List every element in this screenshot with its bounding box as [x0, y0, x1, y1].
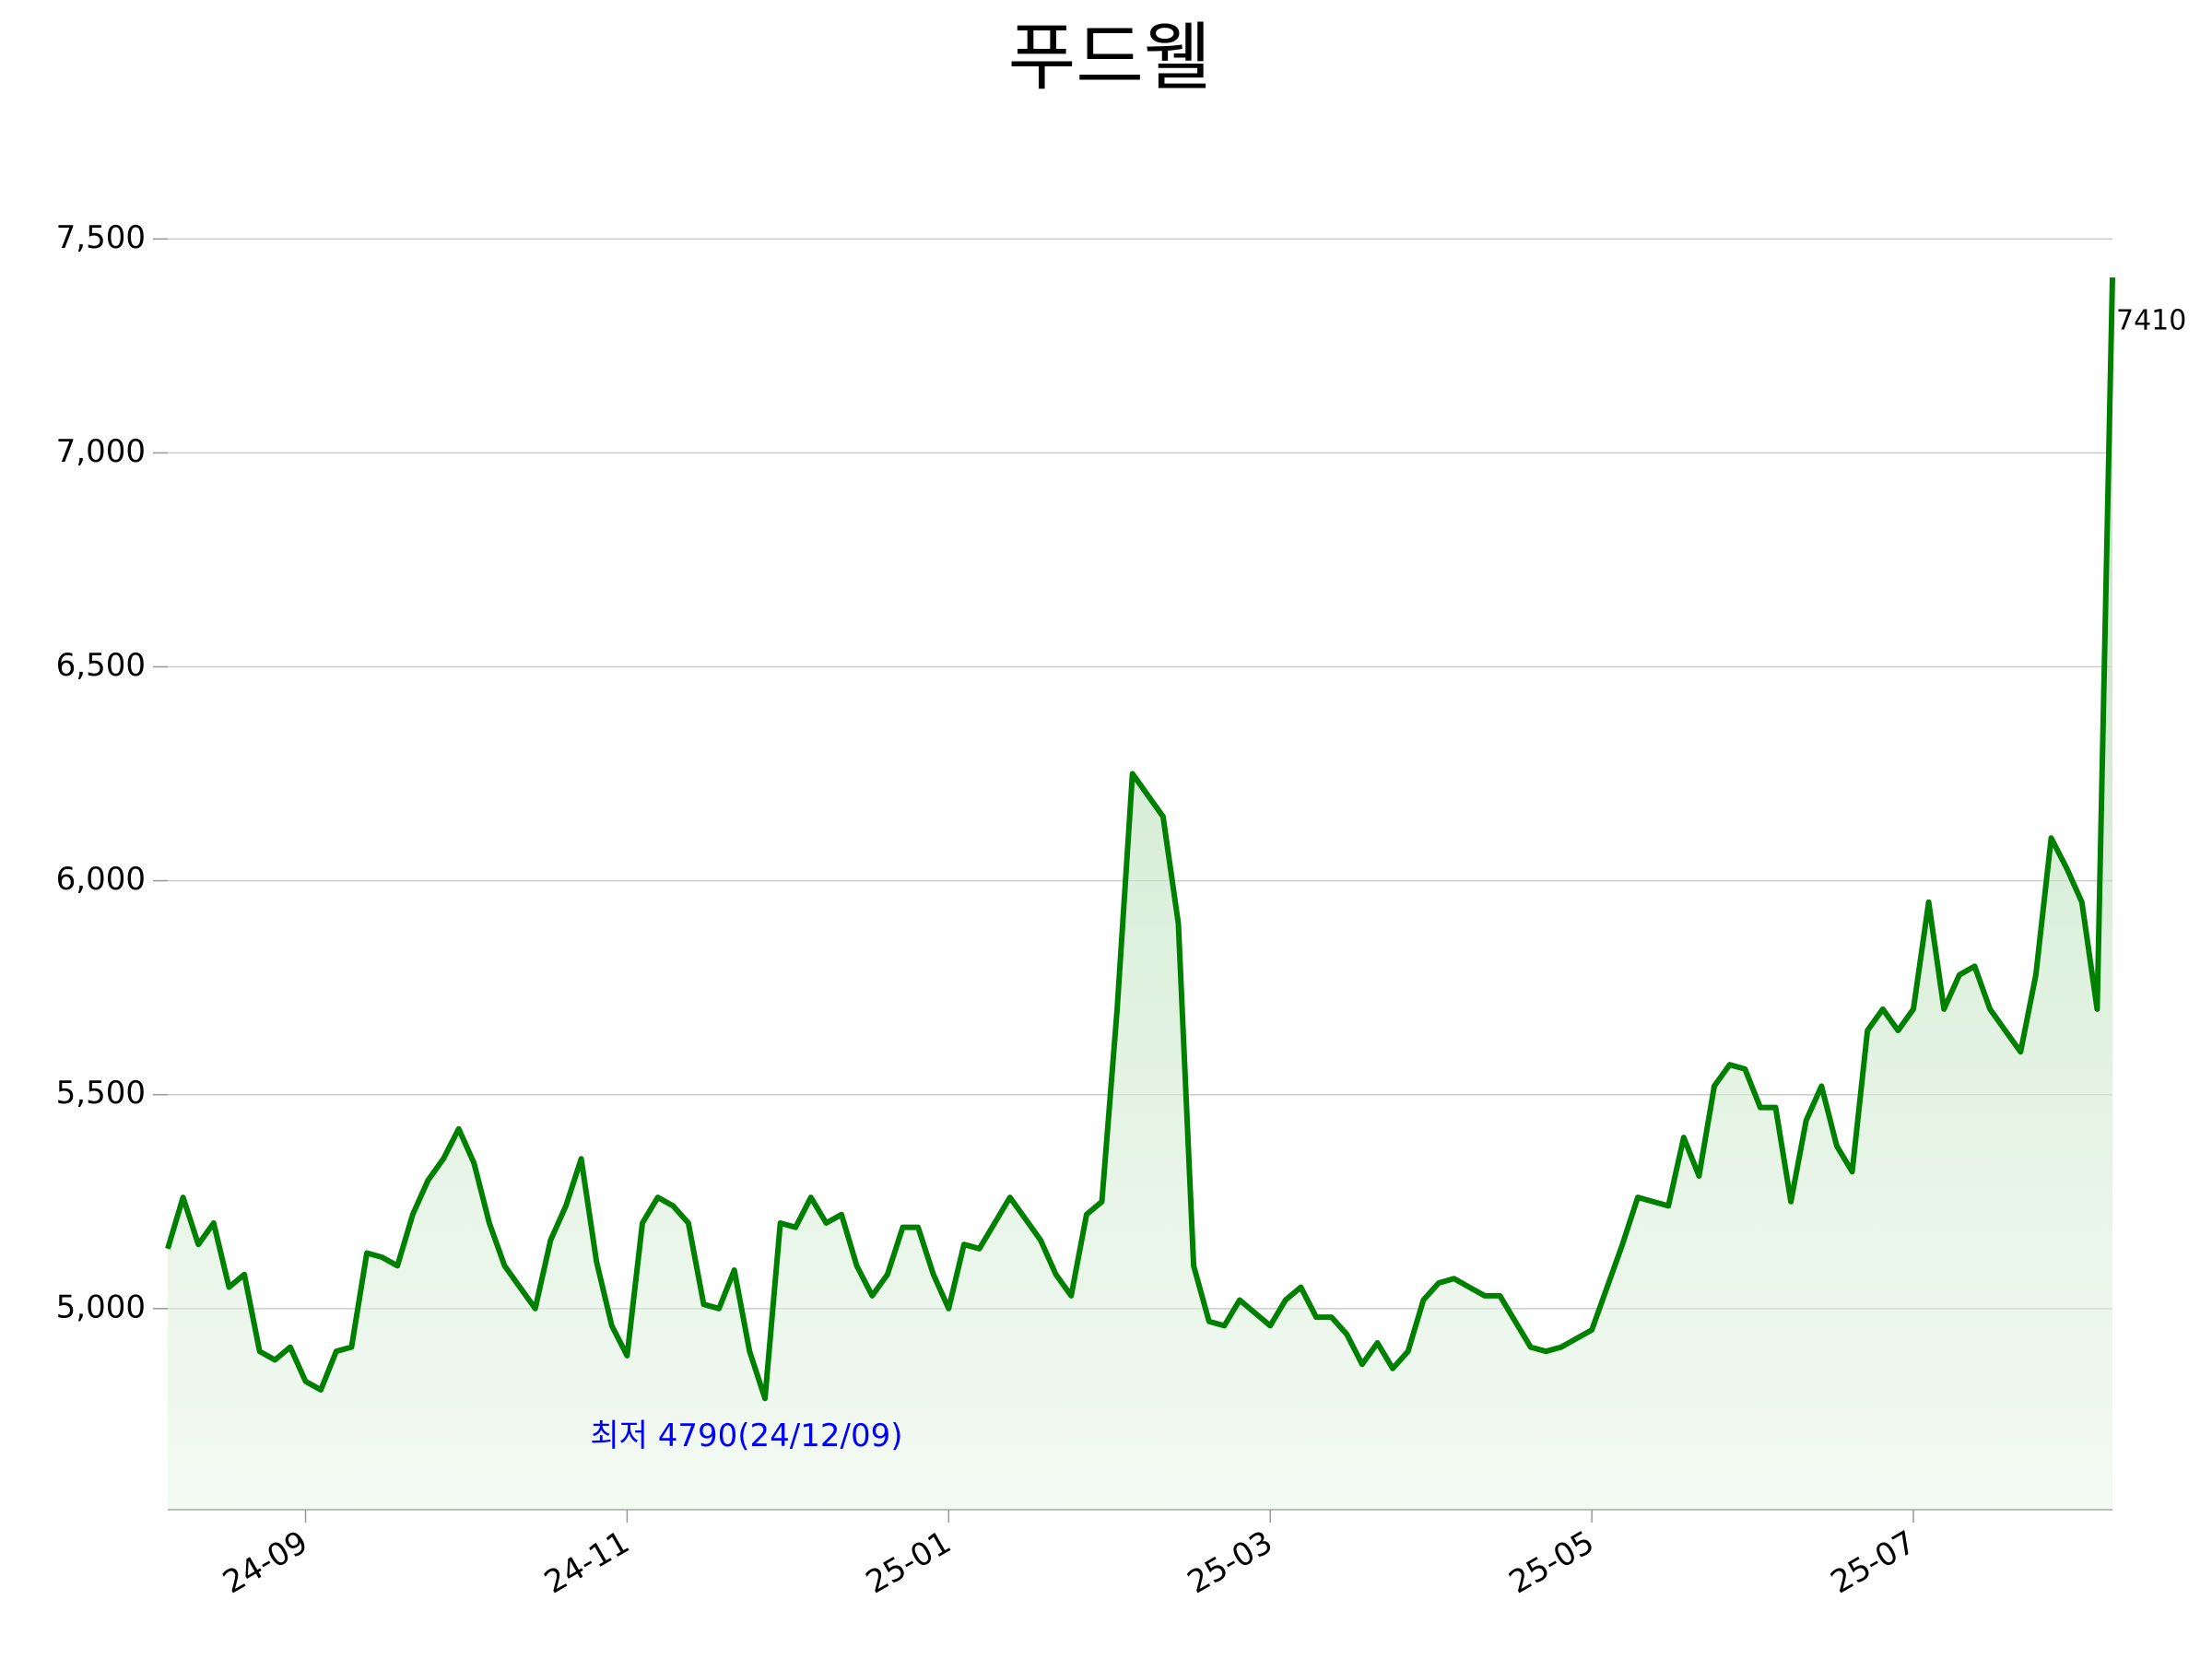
- min-annotation: 최저 4790(24/12/09): [590, 1418, 902, 1454]
- y-tick-label: 6,000: [56, 861, 146, 898]
- y-tick-label: 7,000: [56, 433, 146, 470]
- x-tick-label: 24-11: [538, 1524, 636, 1601]
- x-tick-label: 25-03: [1182, 1524, 1279, 1601]
- y-tick-label: 6,500: [56, 647, 146, 684]
- x-tick-label: 25-05: [1503, 1524, 1601, 1601]
- y-tick-label: 7,500: [56, 219, 146, 256]
- line: [165, 277, 2115, 1402]
- value-label: 7410: [2116, 305, 2186, 337]
- chart-title: 푸드웰: [1008, 15, 1212, 100]
- y-tick-label: 5,500: [56, 1075, 146, 1112]
- y-tick-label: 5,000: [56, 1288, 146, 1325]
- area: [168, 277, 2112, 1511]
- x-tick-label: 25-01: [860, 1524, 958, 1601]
- x-tick-label: 25-07: [1825, 1524, 1923, 1601]
- x-tick-label: 24-09: [217, 1524, 314, 1601]
